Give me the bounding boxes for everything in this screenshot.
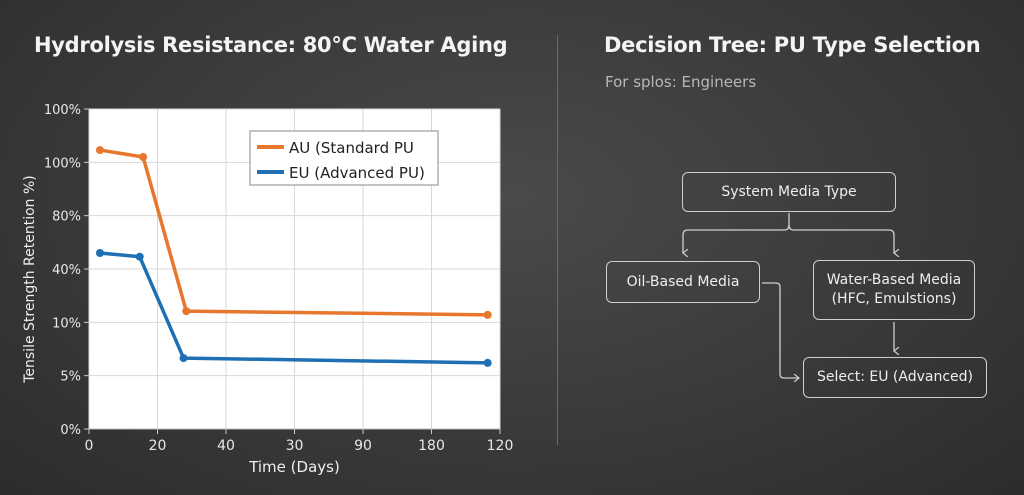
y-tick-label: 100% [44,103,81,118]
x-tick-label: 20 [149,438,167,454]
x-tick-label: 40 [217,438,235,454]
panel-divider [557,35,558,445]
line-chart: 0 20 40 30 90 180 120 0% 5% 10% 40% 80% 100% 100% Time… [22,103,514,476]
data-point [95,249,104,257]
y-axis-label: Tensile Strength Retention %) [22,175,38,384]
node-sublabel: (HFC, Emulstions) [831,291,957,307]
y-tick-label: 40% [52,263,81,278]
y-tick-label: 10% [52,316,81,331]
legend-label: EU (Advanced PU) [289,164,425,182]
node-water-based: Water-Based Media (HFC, Emulstions) [813,260,975,320]
data-point [483,358,492,367]
data-point [95,146,104,155]
node-system-media-type: System Media Type [682,172,896,212]
connector-oil-result [762,282,799,378]
series-line-1 [99,251,488,365]
decision-tree-title: Decision Tree: PU Type Selection [604,33,981,57]
data-point [139,153,148,161]
x-tick-label: 90 [354,438,372,454]
connector-root-water [788,224,894,253]
node-oil-based: Oil-Based Media [606,261,760,303]
x-tick-label: 120 [487,438,514,454]
decision-tree-subtitle: For splos: Engineers [605,73,757,91]
data-point [179,354,188,363]
y-tick-label: 5% [60,370,81,385]
y-tick-label: 0% [60,423,81,438]
y-tick-label: 80% [52,210,81,225]
data-point [182,307,191,316]
node-label: System Media Type [721,183,857,200]
legend-label: AU (Standard PU [289,139,414,157]
x-tick-label: 180 [418,438,445,454]
series-line-0 [99,148,488,317]
node-label: Select: EU (Advanced) [817,369,973,386]
legend-box [249,130,439,186]
chart-title: Hydrolysis Resistance: 80°C Water Aging [34,33,508,57]
connector-root [683,213,790,253]
node-label: Water-Based Media [826,272,962,289]
node-select-eu: Select: EU (Advanced) [803,357,987,398]
data-point [483,310,492,319]
x-axis-label: Time (Days) [248,458,340,476]
y-tick-label: 100% [44,156,81,171]
node-label: Oil-Based Media [626,273,740,290]
x-tick-label: 30 [286,438,304,454]
x-tick-label: 0 [85,438,94,454]
data-point [135,252,144,261]
